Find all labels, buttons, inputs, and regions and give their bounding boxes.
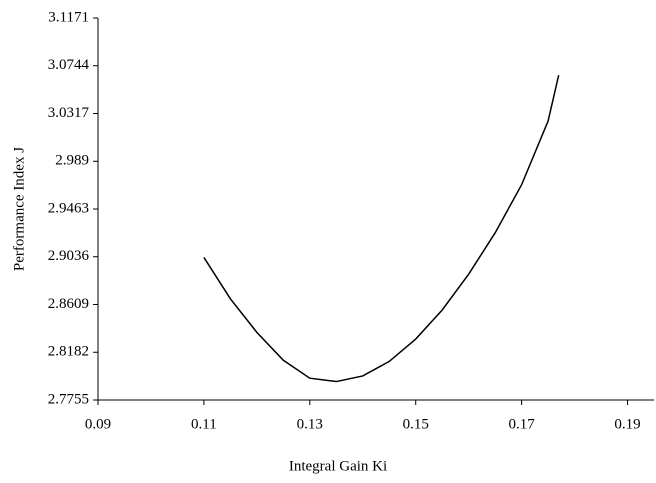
y-tick-label: 2.8182	[48, 344, 89, 360]
x-tick-label: 0.13	[297, 416, 323, 432]
y-tick-label: 2.9036	[48, 248, 90, 264]
x-tick-label: 0.19	[614, 416, 640, 432]
x-axis-label: Integral Gain Ki	[289, 458, 387, 474]
y-axis-label: Performance Index J	[11, 147, 27, 271]
x-tick-label: 0.15	[403, 416, 429, 432]
x-tick-label: 0.11	[191, 416, 217, 432]
y-tick-label: 3.0744	[48, 57, 90, 73]
x-tick-label: 0.17	[508, 416, 535, 432]
line-series	[203, 74, 560, 383]
y-tick-label: 2.8609	[48, 296, 89, 312]
y-tick-label: 2.9463	[48, 200, 89, 216]
y-tick-label: 2.989	[55, 153, 89, 169]
y-tick-label: 3.0317	[48, 105, 90, 121]
y-tick-label: 3.1171	[48, 9, 89, 25]
y-tick-label: 2.7755	[48, 391, 89, 407]
x-tick-label: 0.09	[85, 416, 111, 432]
